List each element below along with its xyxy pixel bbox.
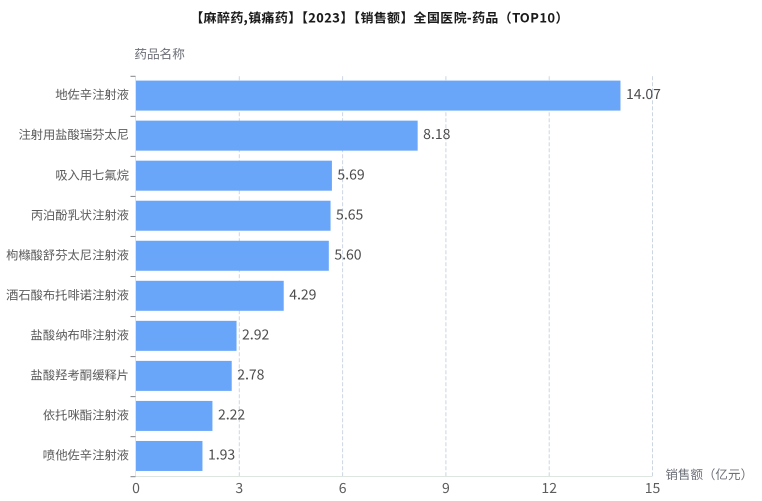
svg-text:【麻醉药,镇痛药】【2023】【销售额】全国医院-药品（TO: 【麻醉药,镇痛药】【2023】【销售额】全国医院-药品（TOP10）: [190, 8, 568, 27]
svg-text:盐酸羟考酮缓释片: 盐酸羟考酮缓释片: [31, 365, 129, 383]
svg-text:吸入用七氟烷: 吸入用七氟烷: [55, 165, 129, 183]
svg-text:12: 12: [541, 478, 557, 498]
svg-text:9: 9: [442, 478, 450, 498]
svg-text:2.92: 2.92: [242, 324, 269, 344]
svg-text:8.18: 8.18: [423, 124, 450, 144]
svg-text:依托咪酯注射液: 依托咪酯注射液: [43, 406, 130, 424]
svg-text:酒石酸布托啡诺注射液: 酒石酸布托啡诺注射液: [6, 285, 130, 303]
svg-text:6: 6: [339, 478, 347, 498]
svg-text:3: 3: [235, 478, 243, 498]
svg-text:2.22: 2.22: [218, 405, 245, 425]
svg-text:丙泊酚乳状注射液: 丙泊酚乳状注射液: [31, 205, 130, 223]
svg-text:0: 0: [132, 478, 140, 498]
svg-text:1.93: 1.93: [208, 445, 235, 465]
svg-text:4.29: 4.29: [289, 284, 316, 304]
svg-text:5.60: 5.60: [334, 244, 361, 264]
svg-text:枸橼酸舒芬太尼注射液: 枸橼酸舒芬太尼注射液: [6, 245, 130, 263]
svg-text:销售额（亿元）: 销售额（亿元）: [666, 464, 754, 483]
svg-text:药品名称: 药品名称: [134, 44, 185, 63]
svg-text:注射用盐酸瑞芬太尼: 注射用盐酸瑞芬太尼: [18, 125, 129, 143]
svg-text:15: 15: [645, 478, 661, 498]
svg-text:14.07: 14.07: [626, 84, 661, 104]
svg-text:地佐辛注射液: 地佐辛注射液: [55, 85, 129, 103]
svg-text:盐酸纳布啡注射液: 盐酸纳布啡注射液: [31, 325, 130, 343]
svg-text:5.65: 5.65: [336, 204, 363, 224]
svg-text:5.69: 5.69: [337, 164, 364, 184]
svg-text:2.78: 2.78: [237, 364, 264, 384]
svg-text:喷他佐辛注射液: 喷他佐辛注射液: [43, 446, 130, 464]
